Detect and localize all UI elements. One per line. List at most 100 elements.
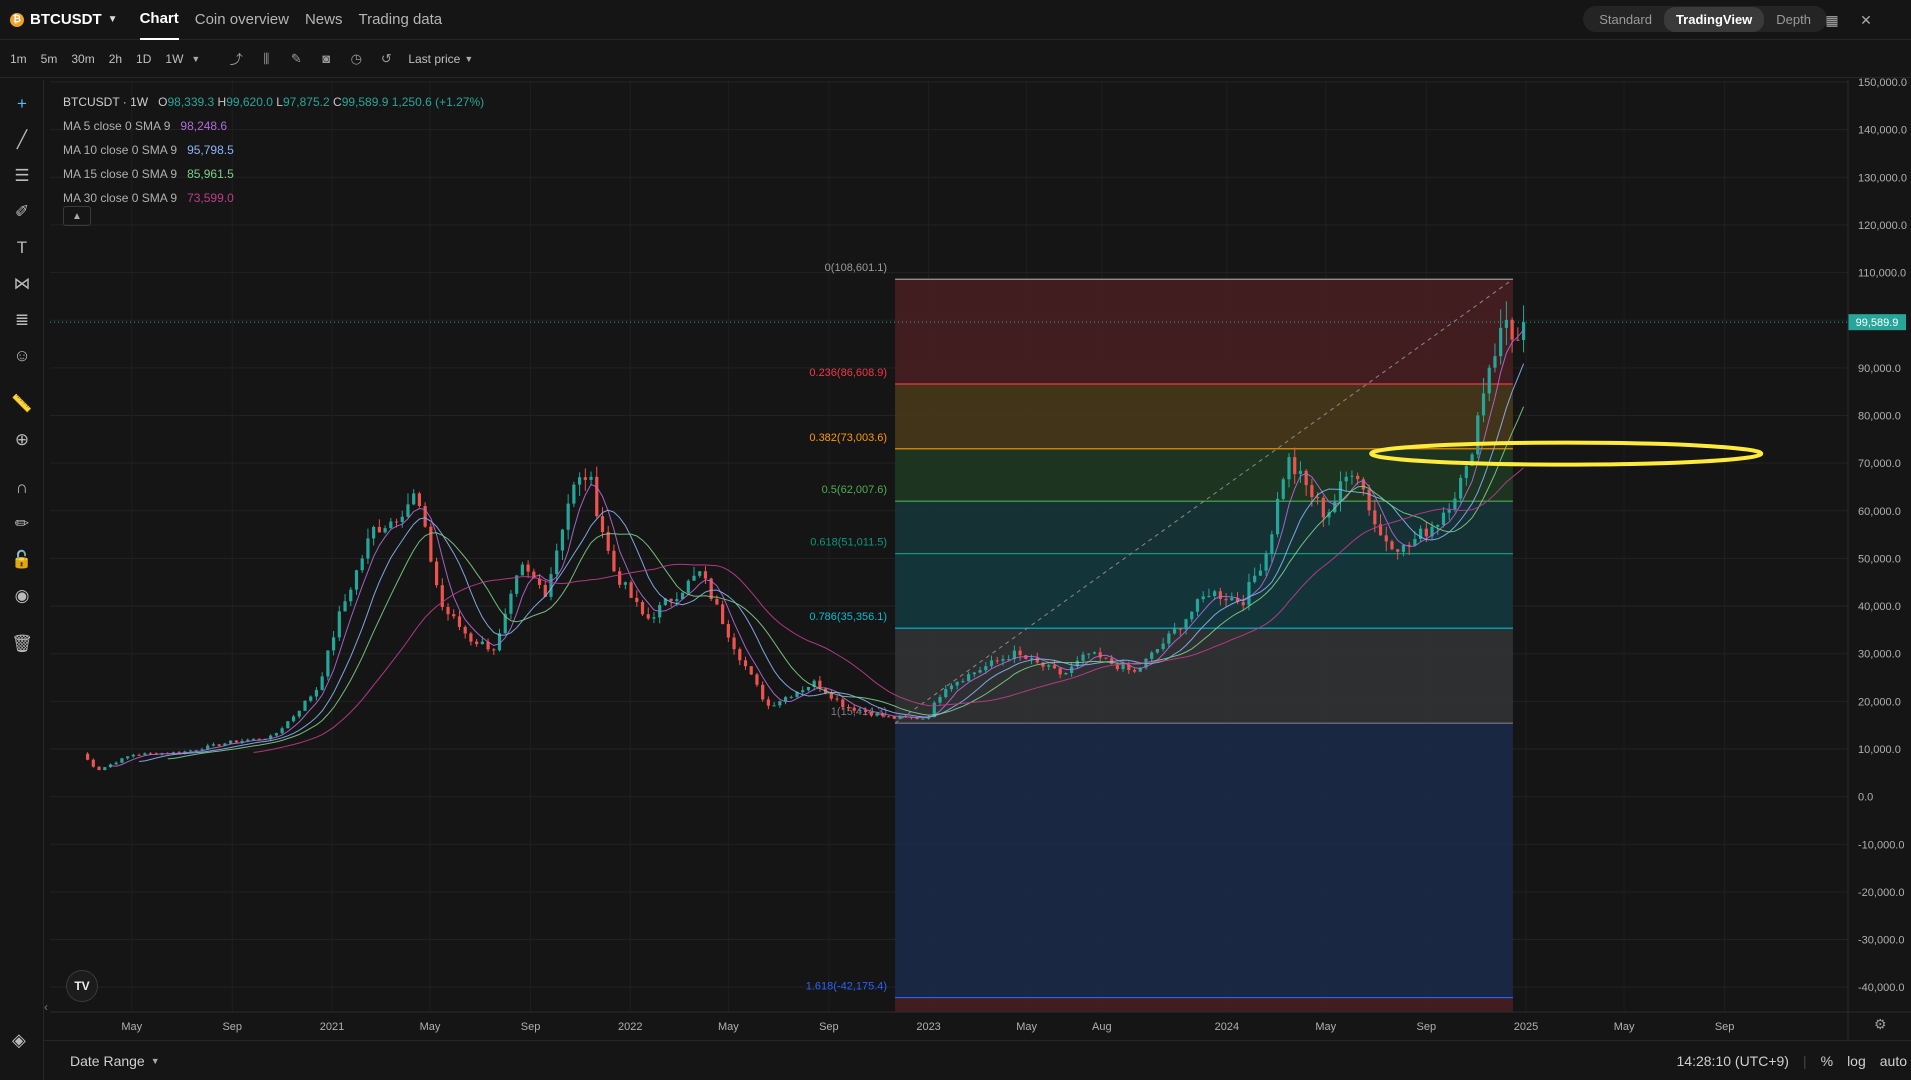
- candle-body: [383, 528, 387, 533]
- candle-body: [926, 717, 931, 719]
- timeframe-30m[interactable]: 30m: [71, 51, 95, 66]
- candle-body: [738, 649, 742, 661]
- auto-toggle[interactable]: auto: [1879, 1052, 1907, 1069]
- fullscreen-exit-icon[interactable]: ✕: [1860, 11, 1872, 28]
- pattern-icon[interactable]: ⋈: [13, 274, 31, 293]
- candle-body: [1270, 534, 1274, 554]
- legend-close: 99,589.9: [341, 95, 389, 109]
- view-depth[interactable]: Depth: [1776, 11, 1811, 27]
- clock-time[interactable]: 14:28:10 (UTC+9): [1676, 1052, 1789, 1069]
- alarm-icon[interactable]: ◷: [350, 50, 362, 66]
- zoom-icon[interactable]: ⊕: [14, 430, 30, 449]
- tab-coin-overview[interactable]: Coin overview: [194, 11, 289, 28]
- price-mode-select[interactable]: Last price: [408, 51, 461, 66]
- candle-body: [692, 575, 696, 581]
- log-toggle[interactable]: log: [1847, 1052, 1866, 1069]
- candle-body: [263, 739, 267, 741]
- indicators-icon[interactable]: ⤴: [229, 52, 243, 67]
- candle-body: [1510, 319, 1514, 340]
- candle-body: [1035, 658, 1039, 663]
- horizontal-lines-icon[interactable]: ☰: [14, 166, 30, 185]
- candle-body: [206, 745, 210, 750]
- time-tick-label: May: [718, 1021, 739, 1033]
- fib-tool-icon[interactable]: ≣: [14, 310, 30, 329]
- emoji-icon[interactable]: ☺: [13, 346, 31, 365]
- candle-body: [1001, 659, 1005, 661]
- timeframe-1w[interactable]: 1W: [165, 51, 184, 66]
- gear-icon[interactable]: ⚙: [1874, 1016, 1887, 1032]
- candle-body: [1092, 652, 1097, 654]
- view-standard[interactable]: Standard: [1599, 11, 1652, 27]
- price-mode-chevron-icon[interactable]: ▼: [464, 53, 474, 64]
- timeframe-2h[interactable]: 2h: [108, 51, 123, 66]
- symbol-selector[interactable]: ₿ BTCUSDT ▼: [10, 11, 118, 28]
- tab-trading-data[interactable]: Trading data: [358, 11, 443, 28]
- crosshair-icon[interactable]: +: [17, 94, 27, 113]
- candle-body: [869, 712, 873, 716]
- candle-body: [1230, 597, 1234, 601]
- timeframe-5m[interactable]: 5m: [40, 51, 58, 66]
- date-range-chevron-icon[interactable]: ▼: [150, 1055, 160, 1066]
- view-tradingview[interactable]: TradingView: [1663, 6, 1765, 32]
- text-icon[interactable]: T: [16, 238, 28, 257]
- legend-change: 1,250.6 (+1.27%): [391, 95, 485, 109]
- chart-type-icon[interactable]: ⫼: [263, 50, 270, 66]
- candle-body: [1476, 415, 1480, 455]
- eye-icon[interactable]: ◉: [14, 586, 30, 605]
- candle-body: [492, 649, 496, 651]
- timeframe-chevron-icon[interactable]: ▼: [191, 53, 201, 64]
- ruler-icon[interactable]: 📏: [11, 394, 33, 413]
- tab-chart[interactable]: Chart: [139, 0, 179, 40]
- lock-drawing-icon[interactable]: ✏: [14, 514, 30, 533]
- ma10-label[interactable]: MA 10 close 0 SMA 9: [63, 143, 178, 157]
- lock-icon[interactable]: 🔓: [11, 550, 33, 569]
- date-range-button[interactable]: Date Range: [70, 1052, 145, 1069]
- candle-body: [480, 641, 484, 645]
- timeframe-1d[interactable]: 1D: [136, 51, 152, 66]
- camera-icon[interactable]: ◙: [322, 51, 331, 66]
- candle-body: [1041, 662, 1045, 667]
- candle-body: [555, 550, 559, 575]
- ma30-label[interactable]: MA 30 close 0 SMA 9: [63, 191, 178, 205]
- candle-body: [1401, 544, 1406, 552]
- trendline-icon[interactable]: ╱: [16, 130, 28, 149]
- replay-icon[interactable]: ↺: [380, 50, 392, 66]
- candle-body: [600, 516, 605, 533]
- candle-body: [526, 564, 530, 572]
- percent-toggle[interactable]: %: [1820, 1052, 1834, 1069]
- candle-body: [497, 633, 502, 651]
- candle-body: [1378, 524, 1383, 536]
- collapse-left-icon[interactable]: ‹: [44, 1000, 48, 1014]
- top-bar: ₿ BTCUSDT ▼ Chart Coin overview News Tra…: [0, 0, 1911, 40]
- candle-body: [377, 526, 381, 533]
- tradingview-logo[interactable]: TV: [66, 970, 98, 1002]
- legend-collapse-button[interactable]: ▲: [63, 206, 91, 226]
- price-tick-label: 40,000.0: [1858, 601, 1901, 613]
- magnet-icon[interactable]: ∩: [15, 478, 29, 497]
- trash-icon[interactable]: 🗑: [11, 634, 33, 653]
- time-tick-label: Sep: [1715, 1021, 1735, 1033]
- candle-body: [680, 592, 685, 600]
- candle-body: [131, 754, 135, 757]
- grid-layout-icon[interactable]: ▦: [1825, 11, 1839, 28]
- ma5-label[interactable]: MA 5 close 0 SMA 9: [63, 119, 171, 133]
- candle-body: [583, 477, 587, 480]
- candle-body: [1264, 553, 1268, 571]
- candle-body: [709, 578, 713, 600]
- tab-news[interactable]: News: [304, 11, 343, 28]
- time-tick-label: May: [420, 1021, 441, 1033]
- fib-zone: [895, 997, 1513, 1012]
- layers-icon[interactable]: ◈: [12, 1030, 26, 1050]
- candle-body: [1361, 479, 1365, 490]
- candle-body: [1447, 509, 1451, 513]
- candle-body: [303, 700, 307, 711]
- candle-body: [1407, 544, 1411, 546]
- candle-body: [211, 744, 216, 746]
- draw-icon[interactable]: ✎: [290, 50, 302, 66]
- candle-body: [978, 670, 982, 673]
- candle-body: [400, 516, 404, 522]
- ma15-label[interactable]: MA 15 close 0 SMA 9: [63, 167, 178, 181]
- candle-body: [503, 613, 507, 634]
- timeframe-1m[interactable]: 1m: [10, 51, 27, 66]
- brush-icon[interactable]: ✐: [14, 202, 30, 221]
